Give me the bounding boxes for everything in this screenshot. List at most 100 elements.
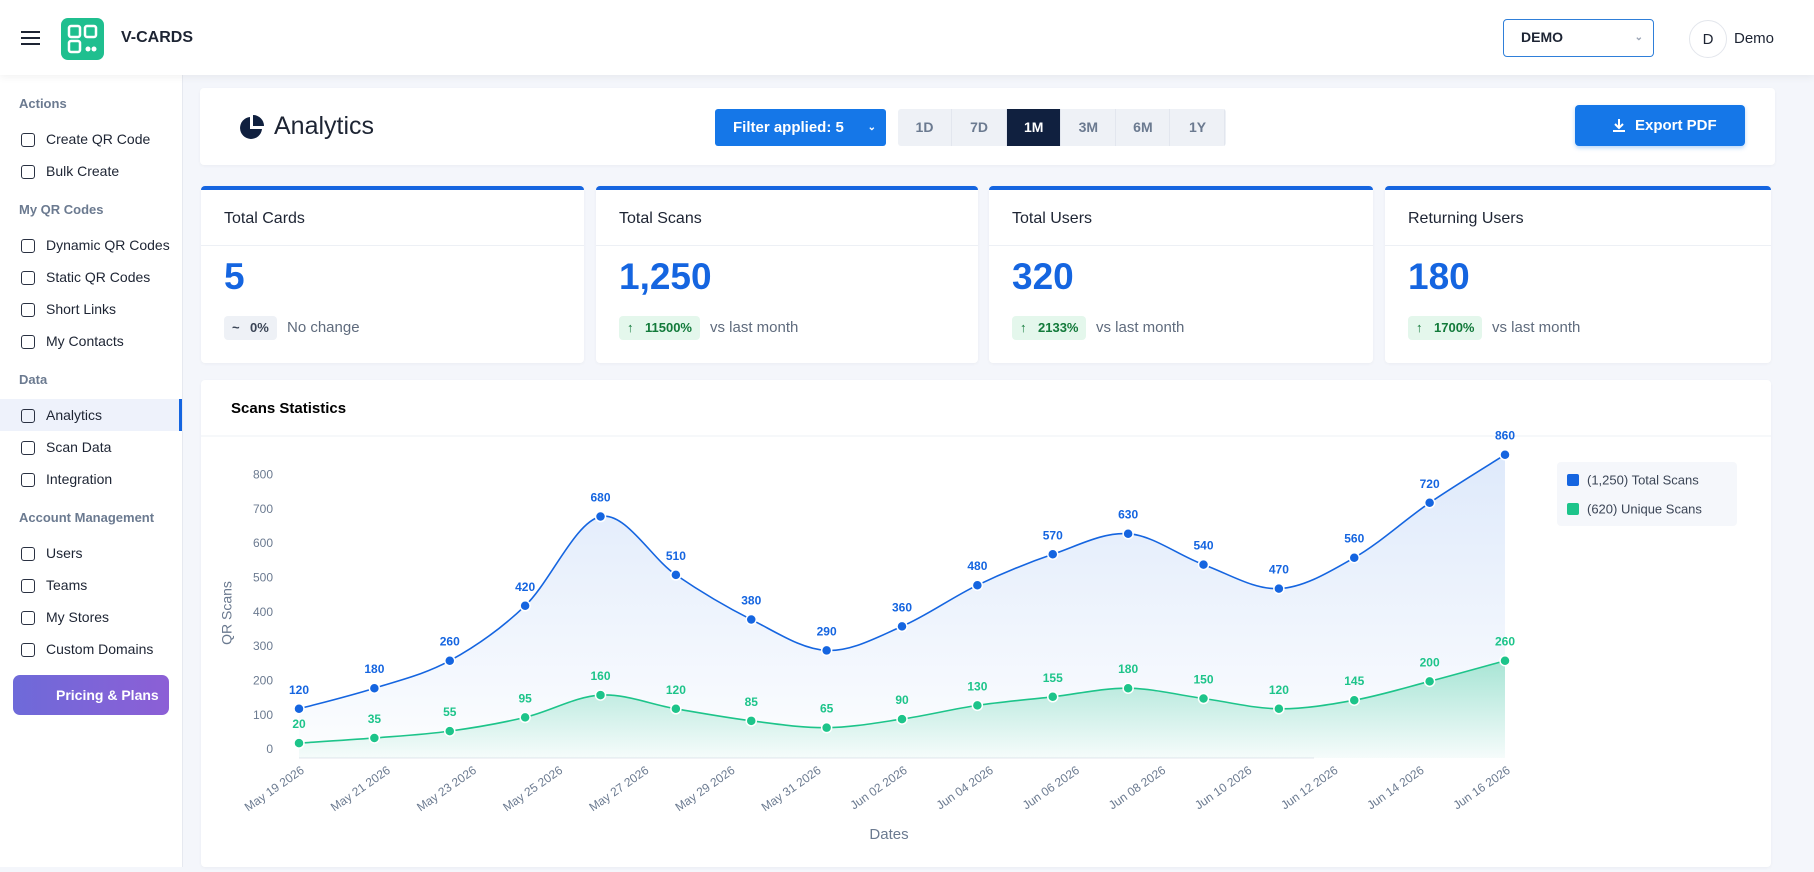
x-tick-label: Jun 14 2026 (1364, 763, 1426, 813)
data-point (1122, 682, 1134, 694)
data-point (1423, 675, 1436, 688)
x-tick-label: Jun 08 2026 (1106, 763, 1168, 813)
nav-item[interactable]: Short Links (0, 293, 182, 325)
data-point (1047, 691, 1059, 703)
series-area (299, 660, 1505, 758)
nav-item[interactable]: My Contacts (0, 325, 182, 357)
section-title: Actions (19, 96, 67, 111)
stat-card: Total Cards 5 0% No change (201, 186, 584, 363)
stat-separator (1385, 245, 1771, 246)
chart-card: Scans Statistics QR Scans Dates 0 100 200 3… (201, 380, 1771, 867)
nav-item[interactable]: Custom Domains (0, 633, 182, 665)
data-label: 360 (892, 600, 912, 614)
nav-item[interactable]: Create QR Code (0, 123, 182, 155)
upgrade-button[interactable]: Pricing & Plans (13, 675, 169, 715)
range-option[interactable]: 1D (898, 109, 952, 146)
workspace-select[interactable]: DEMO ⌄ (1503, 19, 1654, 57)
range-option[interactable]: 1M (1007, 109, 1062, 146)
series-area (299, 454, 1505, 758)
data-point (1047, 548, 1059, 561)
data-label: 260 (440, 635, 460, 649)
section-title: Account Management (19, 510, 155, 525)
data-point (745, 613, 757, 626)
data-label: 85 (745, 695, 759, 709)
stat-separator (201, 245, 584, 246)
avatar[interactable]: D (1689, 20, 1727, 58)
filter-label: Filter applied: 5 (733, 119, 844, 136)
data-point (1348, 694, 1360, 706)
data-label: 95 (518, 691, 532, 705)
analytics-icon (240, 115, 264, 139)
data-point (971, 699, 984, 712)
x-tick-label: May 31 2026 (759, 763, 824, 814)
data-point (670, 569, 682, 581)
nav-item[interactable]: Teams (0, 569, 182, 601)
data-label: 630 (1118, 508, 1138, 522)
stat-note: vs last month (710, 319, 799, 336)
data-point (594, 510, 607, 523)
stat-card: Returning Users 180 1700% vs last month (1385, 186, 1771, 363)
data-label: 570 (1043, 528, 1063, 542)
stat-label: Total Cards (224, 210, 305, 227)
header: V-CARDS DEMO ⌄ D Demo (0, 0, 1814, 75)
data-point (1197, 558, 1210, 571)
data-point (670, 703, 682, 715)
data-point (519, 711, 531, 724)
data-point (368, 732, 381, 744)
legend-label: (1,250) Total Scans (1587, 472, 1699, 487)
stat-note: No change (287, 319, 360, 336)
range-option[interactable]: 3M (1062, 109, 1116, 146)
stat-value: 320 (1012, 256, 1074, 297)
stat-change: 2133% (1012, 316, 1087, 340)
stat-change: 1700% (1408, 316, 1483, 340)
chart-title: Scans Statistics (231, 400, 346, 417)
data-point (745, 715, 757, 727)
range-option[interactable]: 6M (1116, 109, 1171, 146)
nav-item[interactable]: Static QR Codes (0, 261, 182, 293)
stat-card: Total Users 320 2133% vs last month (989, 186, 1373, 363)
nav-item[interactable]: Scan Data (0, 431, 182, 463)
stat-value: 5 (224, 256, 245, 297)
nav-item[interactable]: My Stores (0, 601, 182, 633)
nav-item[interactable]: Bulk Create (0, 155, 182, 187)
stat-note: vs last month (1096, 319, 1185, 336)
data-point (1122, 527, 1134, 540)
toolbar: Analytics Filter applied: 5 ⌄ 1D 7D 1M 3M 6M 1… (200, 88, 1775, 165)
x-tick-label: May 19 2026 (242, 763, 307, 814)
data-label: 120 (289, 683, 309, 697)
x-tick-label: Jun 06 2026 (1020, 763, 1082, 813)
nav-item[interactable]: Integration (0, 463, 182, 495)
filter-button[interactable]: Filter applied: 5 ⌄ (715, 109, 886, 146)
x-tick-label: Jun 16 2026 (1451, 763, 1513, 813)
y-tick-label: 400 (253, 605, 273, 619)
nav-item[interactable]: Dynamic QR Codes (0, 229, 182, 261)
data-label: 680 (590, 491, 610, 505)
data-label: 290 (817, 624, 837, 638)
x-tick-label: Jun 10 2026 (1192, 763, 1254, 813)
range-group: 1D 7D 1M 3M 6M 1Y (898, 109, 1226, 146)
y-tick-label: 600 (253, 536, 273, 550)
data-label: 470 (1269, 563, 1289, 577)
data-point (1348, 551, 1360, 564)
x-tick-label: May 23 2026 (414, 763, 479, 814)
y-tick-label: 800 (253, 468, 273, 482)
data-point (444, 725, 456, 737)
menu-icon[interactable] (21, 30, 41, 46)
data-point (444, 654, 456, 667)
data-point (971, 579, 984, 591)
user-name: Demo (1734, 30, 1775, 47)
stat-separator (596, 245, 978, 246)
legend-swatch (1567, 474, 1579, 486)
nav-item[interactable]: Users (0, 537, 182, 569)
stat-card: Total Scans 1,250 11500% vs last month (596, 186, 978, 363)
stat-label: Total Users (1012, 210, 1093, 227)
data-label: 180 (364, 662, 384, 676)
range-option[interactable]: 1Y (1171, 109, 1225, 146)
data-point (368, 682, 381, 694)
export-label: Export PDF (1635, 117, 1717, 134)
range-option[interactable]: 7D (953, 109, 1007, 146)
data-label: 145 (1344, 674, 1364, 688)
nav-item[interactable]: Analytics (0, 399, 182, 431)
export-button[interactable]: Export PDF (1575, 105, 1745, 146)
data-point (1499, 654, 1511, 667)
